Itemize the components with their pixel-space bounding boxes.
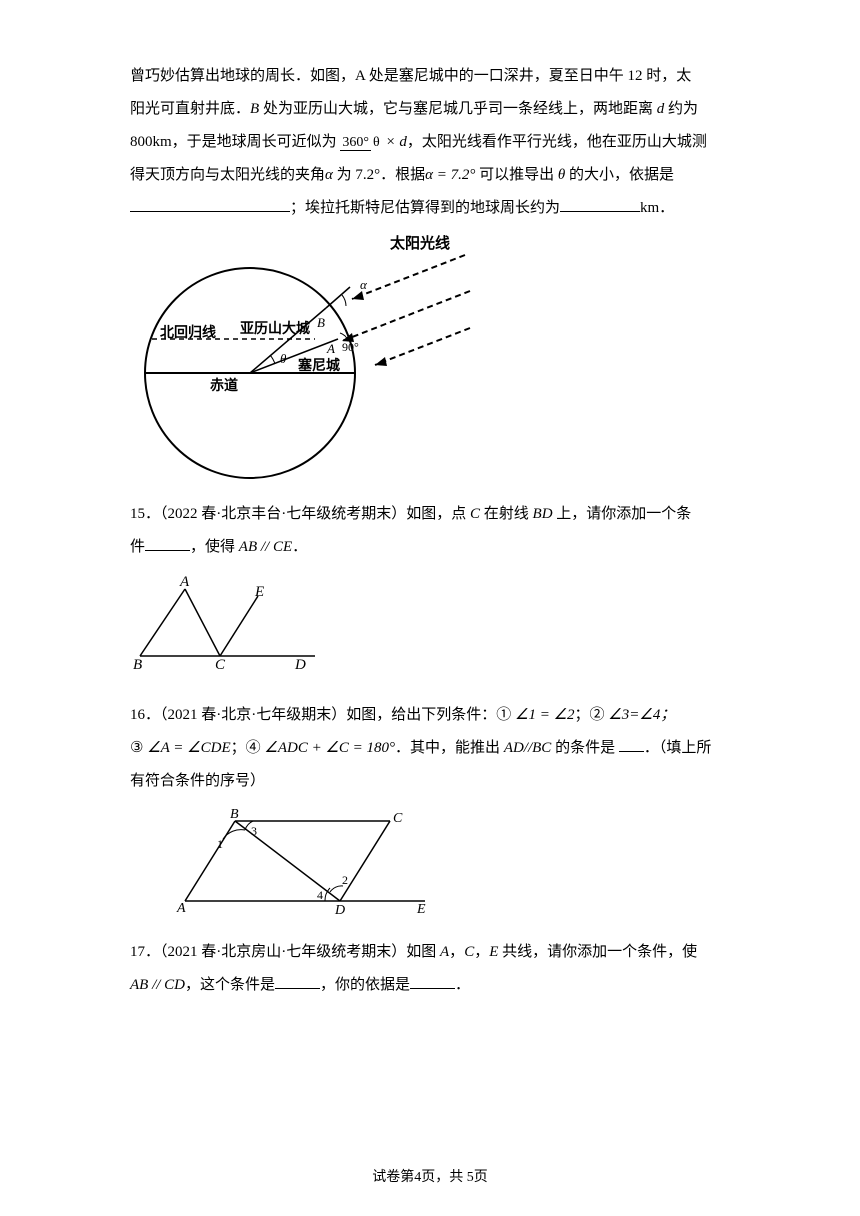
q16-f: 的条件是 <box>551 740 619 756</box>
intro-unit: km． <box>640 200 674 216</box>
label-syene: 塞尼城 <box>298 357 340 374</box>
intro-line3b: ，太阳光线看作平行光线，他在亚历山大城测 <box>407 134 707 150</box>
intro-line4d: 的大小，依据是 <box>565 167 674 183</box>
label-alpha: α <box>360 277 368 292</box>
times-d: × d <box>382 134 407 150</box>
label-equator: 赤道 <box>210 377 238 394</box>
blank-circumference <box>560 197 640 212</box>
q17-b: ， <box>449 944 464 960</box>
q17-e: ，这个条件是 <box>185 977 275 993</box>
intro-line2b: 处为亚历山大城，它与塞尼城几乎司一条经线上，两地距离 <box>259 101 657 117</box>
q16-1: 1 <box>217 837 223 851</box>
q16-A: A <box>176 901 186 916</box>
q15-b: 在射线 <box>480 506 533 522</box>
q15-a: 15．（2022 春·北京丰台·七年级统考期末）如图，点 <box>130 506 470 522</box>
q17-E: E <box>489 944 498 960</box>
q15-f: ． <box>292 539 307 555</box>
q17-text: 17．（2021 春·北京房山·七年级统考期末）如图 A，C，E 共线，请你添加… <box>130 936 740 1002</box>
frac-den: θ <box>371 135 382 150</box>
q16-2: 2 <box>342 873 348 887</box>
q15-c: 上，请你添加一个条 <box>553 506 692 522</box>
q16-cond3: ∠A = ∠CDE <box>147 740 230 756</box>
intro-line5: ；埃拉托斯特尼估算得到的地球周长约为 <box>290 200 560 216</box>
page-footer: 试卷第4页，共 5页 <box>0 1166 860 1186</box>
q16-text: 16．（2021 春·北京·七年级期末）如图，给出下列条件：① ∠1 = ∠2；… <box>130 699 740 798</box>
label-B: B <box>317 315 325 330</box>
q16-c: ③ <box>130 740 147 756</box>
frac-num: 360° <box>340 135 371 151</box>
q16-C: C <box>393 811 403 826</box>
q17-a: 17．（2021 春·北京房山·七年级统考期末）如图 <box>130 944 440 960</box>
q17-A: A <box>440 944 449 960</box>
q16-a: 16．（2021 春·北京·七年级期末）如图，给出下列条件：① <box>130 707 515 723</box>
q15-text: 15．（2022 春·北京丰台·七年级统考期末）如图，点 C 在射线 BD 上，… <box>130 498 740 564</box>
var-B: B <box>250 101 259 117</box>
q16-4: 4 <box>317 888 323 902</box>
q16-cond2: ∠3=∠4； <box>608 707 675 723</box>
q17-c: ， <box>474 944 489 960</box>
q17-blank2 <box>410 974 455 989</box>
intro-text: 曾巧妙估算出地球的周长．如图，A 处是塞尼城中的一口深井，夏至日中午 12 时，… <box>130 60 740 225</box>
q16-h: 有符合条件的序号） <box>130 773 265 789</box>
blank-reason <box>130 197 290 212</box>
q16-d: ；④ <box>231 740 265 756</box>
q16-cond4: ∠ADC + ∠C = 180° <box>264 740 395 756</box>
q16-blank <box>619 737 644 752</box>
alpha-eq: α = 7.2° <box>425 167 475 183</box>
q16-B: B <box>230 807 239 822</box>
q15-BD: BD <box>533 506 553 522</box>
label-tropic: 北回归线 <box>160 324 216 341</box>
q15-parallel: AB // CE <box>239 539 292 555</box>
q15-C: C <box>470 506 480 522</box>
label-theta: θ <box>280 351 287 366</box>
q17-g: ． <box>455 977 470 993</box>
q15-E: E <box>254 584 264 600</box>
q17-parallel: AB // CD <box>130 977 185 993</box>
q16-e: ．其中，能推出 <box>395 740 504 756</box>
q16-g: ．（填上所 <box>644 740 712 756</box>
intro-line1: 曾巧妙估算出地球的周长．如图，A 处是塞尼城中的一口深井，夏至日中午 12 时，… <box>130 68 691 84</box>
q15-C-label: C <box>215 657 226 669</box>
intro-line4c: 可以推导出 <box>475 167 558 183</box>
fraction: 360°θ <box>340 135 381 150</box>
q16-parallel: AD//BC <box>504 740 552 756</box>
q15-e: ，使得 <box>190 539 239 555</box>
label-90: 90° <box>342 340 359 354</box>
label-sunray: 太阳光线 <box>390 234 450 252</box>
q16-b: ；② <box>575 707 609 723</box>
var-alpha: α <box>325 167 333 183</box>
q17-blank1 <box>275 974 320 989</box>
q15-D: D <box>294 657 306 669</box>
intro-line2a: 阳光可直射井底． <box>130 101 250 117</box>
q16-3: 3 <box>251 824 257 838</box>
q17-f: ，你的依据是 <box>320 977 410 993</box>
q17-d: 共线，请你添加一个条件，使 <box>498 944 697 960</box>
q15-blank <box>145 536 190 551</box>
footer-text: 试卷第4页，共 5页 <box>372 1170 488 1185</box>
intro-line2c: 约为 <box>664 101 698 117</box>
label-A: A <box>326 341 335 356</box>
q16-D: D <box>334 903 345 916</box>
q15-B-label: B <box>133 657 142 669</box>
q15-d: 件 <box>130 539 145 555</box>
earth-diagram: 太阳光线 亚历山大城 北回归线 赤道 塞尼城 α θ B A 90° <box>120 233 740 488</box>
q15-A: A <box>179 574 190 590</box>
q17-C: C <box>464 944 474 960</box>
intro-line4a: 得天顶方向与太阳光线的夹角 <box>130 167 325 183</box>
q16-cond1: ∠1 = ∠2 <box>515 707 575 723</box>
q16-diagram: B C A D E 1 3 2 4 <box>175 806 740 921</box>
q16-E: E <box>416 902 426 916</box>
q15-diagram: A B C D E <box>130 574 740 674</box>
label-alexandria: 亚历山大城 <box>240 320 310 337</box>
intro-line4b: 为 7.2°．根据 <box>333 167 425 183</box>
intro-line3a: 800km，于是地球周长可近似为 <box>130 134 340 150</box>
